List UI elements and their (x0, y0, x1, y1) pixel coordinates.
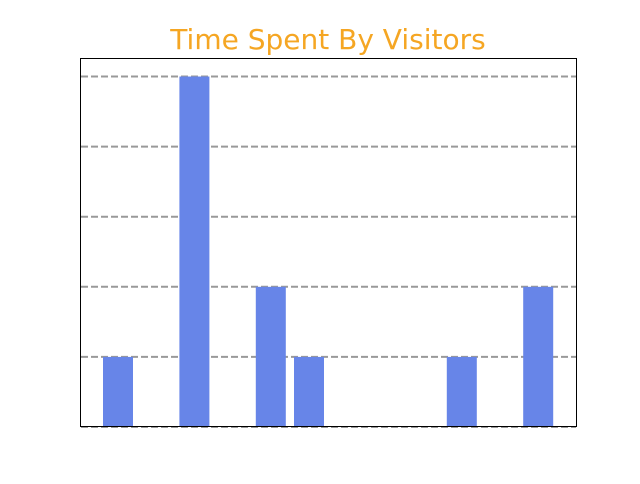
bar-2 (179, 76, 210, 428)
plot-area-frame (80, 58, 577, 427)
bar-0 (103, 356, 133, 427)
bar-11 (523, 286, 554, 427)
bar-5 (294, 356, 324, 427)
bar-4 (255, 286, 286, 427)
chart-title: Time Spent By Visitors (169, 23, 485, 56)
bar-9 (446, 356, 477, 427)
bar-series (103, 76, 554, 428)
